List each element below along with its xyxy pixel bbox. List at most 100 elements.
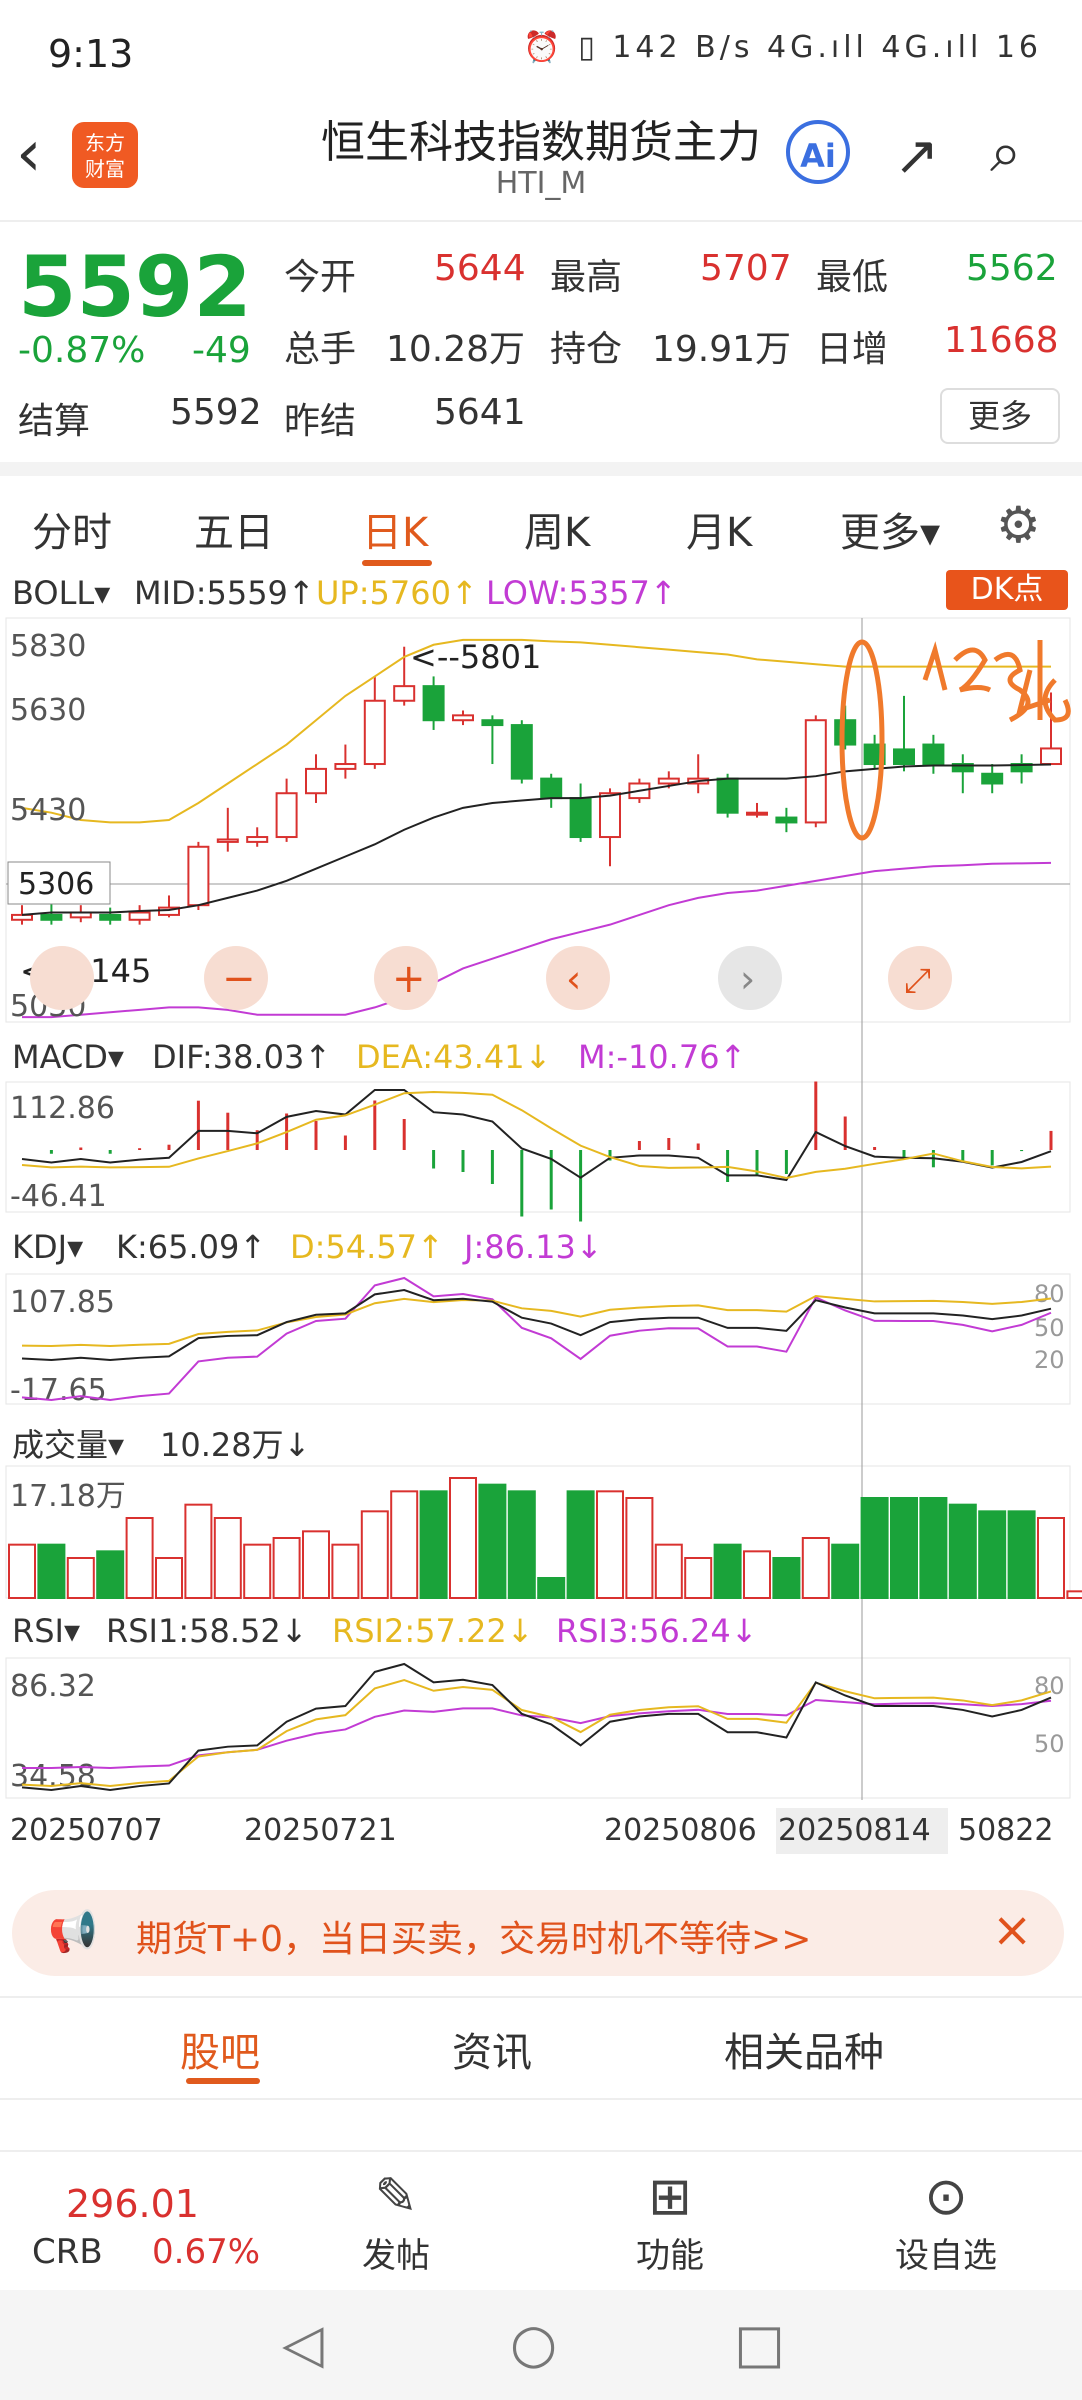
post-label: 发帖 [362, 2236, 430, 2276]
high-note: <--5801 [410, 638, 541, 676]
system-nav-bar: ◁ ○ □ [0, 2290, 1082, 2400]
oi-value: 19.91万 [652, 329, 792, 370]
tab-daily-k[interactable]: 日K [362, 510, 429, 556]
low-value: 5562 [966, 248, 1058, 289]
candle-body [334, 763, 357, 770]
candle-body [804, 719, 827, 824]
kdj-d-line [21, 1294, 1052, 1348]
tab-forum[interactable]: 股吧 [180, 2030, 260, 2076]
candle-body [981, 772, 1004, 785]
dk-point-button[interactable]: DK点 [946, 570, 1068, 610]
function-button[interactable]: ⊞ 功能 [580, 2166, 760, 2277]
volume-bars [8, 1477, 1082, 1600]
nav-recent-icon[interactable]: □ [734, 2312, 786, 2375]
gear-icon[interactable]: ⚙ [996, 496, 1041, 554]
tab-five-day[interactable]: 五日 [194, 510, 274, 556]
kline-frame [5, 617, 1071, 1023]
tab-related[interactable]: 相关品种 [724, 2030, 884, 2076]
ytick-3: 5430 [10, 793, 86, 828]
date-highlight [776, 1808, 948, 1854]
change-percent: -0.87% [18, 330, 146, 371]
search-icon[interactable]: ⌕ [990, 120, 1022, 185]
tab-more[interactable]: 更多▾ [840, 510, 941, 556]
zoom-in-glyph: + [392, 956, 426, 1002]
volume-bar [772, 1557, 801, 1599]
boll-upper-line [21, 638, 1051, 824]
volume-selector[interactable]: 成交量▾ [12, 1426, 125, 1464]
ai-assistant-button[interactable]: Ai [786, 120, 850, 184]
nav-home-icon[interactable]: ○ [510, 2312, 558, 2375]
scroll-left-far-icon[interactable] [30, 946, 94, 1010]
rsi1: RSI1:58.52↓ [106, 1612, 308, 1650]
megaphone-icon: 📢 [48, 1909, 98, 1955]
candle-body [569, 797, 592, 839]
candle-body [187, 845, 210, 907]
macd-ytop: 112.86 [10, 1091, 115, 1126]
macd-dif: DIF:38.03↑ [152, 1038, 332, 1076]
boll-selector[interactable]: BOLL▾ [12, 574, 111, 612]
tab-monthly-k[interactable]: 月K [686, 510, 753, 556]
fullscreen-icon[interactable] [888, 946, 952, 1010]
volume-bar [596, 1490, 624, 1600]
settle-value: 5592 [170, 392, 262, 433]
day-inc-label: 日增 [816, 329, 889, 370]
post-button[interactable]: ✎ 发帖 [306, 2166, 486, 2277]
promo-banner[interactable]: 📢 期货T+0，当日买卖，交易时机不等待>> × [12, 1890, 1064, 1976]
low-label: 最低 [816, 257, 889, 298]
kdj-selector[interactable]: KDJ▾ [12, 1228, 84, 1266]
kdj-20: 20 [1034, 1346, 1065, 1374]
candle-body [510, 724, 533, 780]
scroll-right-icon[interactable] [718, 946, 782, 1010]
macd-selector[interactable]: MACD▾ [12, 1038, 124, 1076]
rsi-50: 50 [1034, 1730, 1065, 1758]
kdj-j: J:86.13↓ [464, 1228, 603, 1266]
close-icon[interactable]: × [992, 1902, 1033, 1958]
volume-bar [478, 1483, 507, 1599]
hand-drawn-numbers [922, 640, 1071, 723]
tab-intraday[interactable]: 分时 [32, 510, 112, 556]
boll-up: UP:5760↑ [316, 574, 478, 612]
kdj-80: 80 [1034, 1280, 1065, 1308]
share-icon[interactable]: ↗ [894, 124, 940, 187]
kline-chart[interactable]: 5830 5630 5430 5030 5306 <--5801 <--5145… [0, 0, 1082, 1880]
candle-body [128, 911, 151, 921]
oi-label: 持仓 [550, 329, 623, 370]
logo-text-1: 东方 [85, 131, 125, 155]
volume-bar [243, 1543, 272, 1599]
kdj-k-line [21, 1288, 1052, 1362]
status-bar: 9:13 ⏰ ▯ 142 B/s 4G.ıll 4G.ıll 16 [0, 0, 1082, 110]
volume-bar [155, 1557, 183, 1599]
more-dots-icon: ⊙ [924, 2167, 968, 2227]
tab-news[interactable]: 资讯 [452, 2030, 532, 2076]
volume-bar [96, 1550, 125, 1600]
rsi2: RSI2:57.22↓ [332, 1612, 534, 1650]
zoom-out-icon[interactable] [204, 946, 268, 1010]
candles [11, 646, 1062, 925]
rsi3-line [22, 1698, 1052, 1770]
status-icons: ⏰ ▯ 142 B/s 4G.ıll 4G.ıll 16 [523, 30, 1042, 65]
more-quote-button[interactable]: 更多 [940, 388, 1060, 444]
macd-m: M:-10.76↑ [578, 1038, 747, 1076]
volume-bar [743, 1550, 771, 1600]
volume-bar [890, 1497, 918, 1599]
add-watch-button[interactable]: ⊙ 设自选 [856, 2166, 1036, 2277]
back-arrow-icon[interactable]: ‹ [16, 117, 42, 191]
volume-bar [213, 1517, 242, 1599]
zoom-in-icon[interactable] [374, 946, 438, 1010]
rsi-selector[interactable]: RSI▾ [12, 1612, 81, 1650]
price-marker-box [7, 861, 111, 905]
candle-body [746, 811, 768, 816]
volume-bar [419, 1490, 448, 1600]
active-tab-indicator [362, 560, 432, 566]
kdj-k: K:65.09↑ [116, 1228, 267, 1266]
candle-body [11, 913, 33, 921]
scroll-left-icon[interactable] [546, 946, 610, 1010]
scroll-left-glyph: ‹ [566, 957, 581, 1001]
nav-back-icon[interactable]: ◁ [282, 2312, 324, 2375]
rsi1-line [21, 1662, 1052, 1792]
tab-weekly-k[interactable]: 周K [524, 510, 591, 556]
volume-bar [449, 1477, 477, 1599]
edit-icon: ✎ [374, 2167, 418, 2227]
candle-body [657, 777, 680, 785]
zoom-out-glyph: − [222, 956, 256, 1002]
